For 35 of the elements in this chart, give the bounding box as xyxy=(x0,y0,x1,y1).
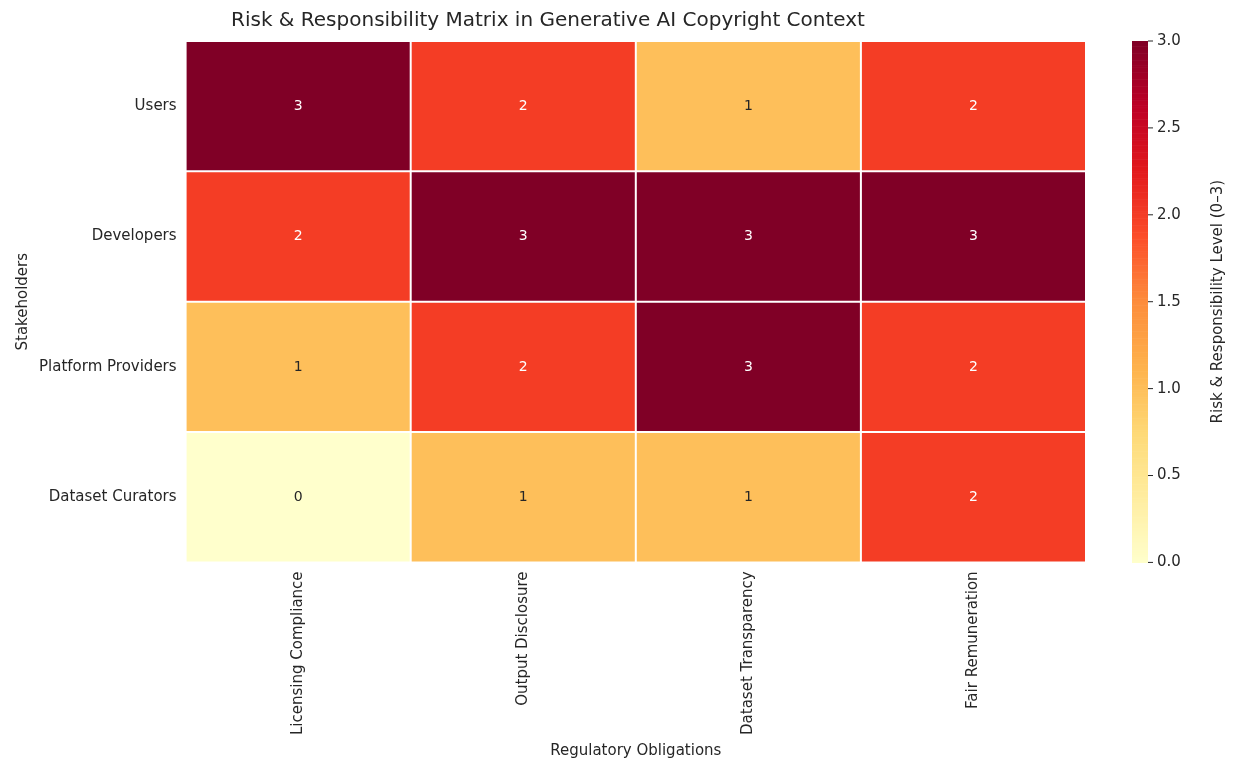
data-label: 1 xyxy=(293,357,303,374)
x-tick-label: Dataset Transparency xyxy=(738,571,757,735)
data-label: 3 xyxy=(968,227,978,244)
data-label: 3 xyxy=(743,227,753,244)
data-label: 1 xyxy=(743,487,753,504)
data-label: 2 xyxy=(293,227,303,244)
data-label: 1 xyxy=(743,96,753,113)
color-bar-label: 2.5 xyxy=(1157,117,1181,136)
y-tick-label: Platform Providers xyxy=(38,356,177,375)
x-tick-label: Licensing Compliance xyxy=(288,571,307,736)
y-tick-label: Developers xyxy=(91,226,177,245)
x-tick-label: Fair Remuneration xyxy=(963,571,982,709)
data-label: 2 xyxy=(518,96,528,113)
data-label: 3 xyxy=(518,227,528,244)
data-label: 1 xyxy=(518,487,528,504)
color-bar-label: 2.0 xyxy=(1157,204,1181,223)
data-label: 3 xyxy=(293,96,303,113)
data-label: 2 xyxy=(968,487,978,504)
data-label: 2 xyxy=(968,357,978,374)
color-bar-title: Risk & Responsibility Level (0–3) xyxy=(1207,179,1226,424)
y-tick-label: Users xyxy=(134,96,177,115)
color-bar-label: 3.0 xyxy=(1157,30,1181,49)
color-bar-label: 0.0 xyxy=(1157,552,1181,571)
y-axis-title: Stakeholders xyxy=(12,252,31,351)
data-label: 3 xyxy=(743,357,753,374)
y-tick-label: Dataset Curators xyxy=(48,487,177,506)
data-label: 0 xyxy=(293,487,303,504)
data-label: 2 xyxy=(968,96,978,113)
x-tick-label: Output Disclosure xyxy=(513,571,532,706)
color-bar-label: 1.0 xyxy=(1157,378,1181,397)
color-bar-label: 1.5 xyxy=(1157,291,1181,310)
chart-title: Risk & Responsibility Matrix in Generative AI Copyright Context xyxy=(231,7,866,32)
color-bar-label: 0.5 xyxy=(1157,465,1181,484)
x-axis-title: Regulatory Obligations xyxy=(550,740,722,759)
data-label: 2 xyxy=(518,357,528,374)
